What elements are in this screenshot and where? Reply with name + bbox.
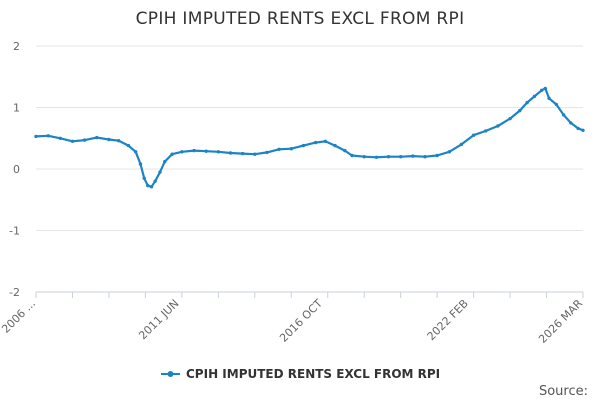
data-point[interactable] bbox=[170, 152, 174, 156]
chart-title: CPIH IMPUTED RENTS EXCL FROM RPI bbox=[136, 9, 465, 29]
y-tick-label: 1 bbox=[13, 102, 20, 115]
data-point[interactable] bbox=[58, 136, 62, 140]
data-point[interactable] bbox=[532, 94, 537, 99]
y-tick-label: -2 bbox=[9, 286, 20, 299]
data-point[interactable] bbox=[138, 162, 143, 166]
x-tick-label: 2016 OCT bbox=[277, 297, 325, 345]
data-point[interactable] bbox=[362, 155, 366, 159]
data-point[interactable] bbox=[333, 143, 337, 148]
data-point[interactable] bbox=[253, 152, 257, 156]
data-point[interactable] bbox=[142, 176, 146, 180]
series-group bbox=[34, 86, 585, 189]
legend-label: CPIH IMPUTED RENTS EXCL FROM RPI bbox=[186, 367, 440, 381]
data-point[interactable] bbox=[158, 170, 162, 174]
legend[interactable]: CPIH IMPUTED RENTS EXCL FROM RPI bbox=[161, 367, 440, 381]
data-point[interactable] bbox=[34, 134, 38, 139]
data-point[interactable] bbox=[508, 116, 512, 121]
data-point[interactable] bbox=[192, 148, 196, 153]
series-line bbox=[34, 87, 585, 188]
data-point[interactable] bbox=[95, 135, 99, 140]
x-tick-label: 2026 MAR bbox=[536, 297, 585, 346]
gridlines bbox=[36, 45, 583, 293]
data-point[interactable] bbox=[265, 150, 269, 155]
x-axis: 2006 ... 2011 JUN 2016 OCT 2022 FEB 2026 MAR bbox=[0, 291, 585, 346]
x-tick-label: 2011 JUN bbox=[136, 297, 181, 342]
data-point[interactable] bbox=[496, 124, 500, 128]
data-point[interactable] bbox=[374, 155, 379, 159]
data-point[interactable] bbox=[525, 100, 529, 105]
data-point[interactable] bbox=[518, 108, 522, 113]
data-point[interactable] bbox=[547, 96, 551, 101]
data-point[interactable] bbox=[107, 137, 111, 142]
data-point[interactable] bbox=[277, 147, 281, 151]
data-point[interactable] bbox=[543, 86, 547, 91]
x-tick-label: 2006 ... bbox=[0, 297, 38, 336]
data-point[interactable] bbox=[153, 179, 157, 183]
data-point[interactable] bbox=[289, 147, 293, 151]
data-point[interactable] bbox=[117, 139, 121, 143]
data-point[interactable] bbox=[313, 140, 318, 145]
data-point[interactable] bbox=[126, 143, 131, 148]
data-point[interactable] bbox=[435, 153, 439, 158]
data-point[interactable] bbox=[70, 139, 75, 143]
data-point[interactable] bbox=[343, 148, 347, 153]
y-axis-ticks: 2 1 0 -1 -2 bbox=[9, 40, 20, 299]
data-point[interactable] bbox=[204, 149, 208, 153]
y-tick-label: -1 bbox=[9, 225, 20, 238]
data-point[interactable] bbox=[581, 128, 585, 132]
x-tick-label: 2022 FEB bbox=[425, 297, 471, 343]
data-point[interactable] bbox=[459, 142, 464, 147]
data-point[interactable] bbox=[228, 151, 233, 155]
data-point[interactable] bbox=[46, 134, 50, 138]
data-point[interactable] bbox=[484, 129, 488, 133]
data-point[interactable] bbox=[149, 185, 154, 189]
data-point[interactable] bbox=[540, 88, 544, 93]
data-point[interactable] bbox=[423, 155, 427, 159]
data-point[interactable] bbox=[301, 143, 306, 148]
data-point[interactable] bbox=[180, 150, 184, 154]
data-point[interactable] bbox=[82, 138, 87, 142]
data-point[interactable] bbox=[399, 155, 403, 159]
data-point[interactable] bbox=[576, 126, 580, 131]
data-point[interactable] bbox=[569, 121, 573, 125]
data-point[interactable] bbox=[411, 154, 415, 158]
data-point[interactable] bbox=[323, 139, 327, 143]
data-point[interactable] bbox=[350, 153, 354, 158]
source-label: Source: bbox=[539, 384, 588, 399]
legend-marker bbox=[167, 371, 174, 377]
data-point[interactable] bbox=[386, 155, 391, 159]
data-point[interactable] bbox=[554, 102, 558, 107]
data-point[interactable] bbox=[471, 133, 476, 137]
data-point[interactable] bbox=[561, 113, 566, 117]
data-point[interactable] bbox=[146, 183, 150, 188]
data-point[interactable] bbox=[134, 150, 138, 154]
data-point[interactable] bbox=[447, 150, 451, 154]
data-point[interactable] bbox=[163, 159, 167, 164]
data-point[interactable] bbox=[240, 151, 245, 156]
y-tick-label: 0 bbox=[13, 163, 20, 176]
y-tick-label: 2 bbox=[13, 40, 20, 53]
data-point[interactable] bbox=[216, 150, 220, 154]
